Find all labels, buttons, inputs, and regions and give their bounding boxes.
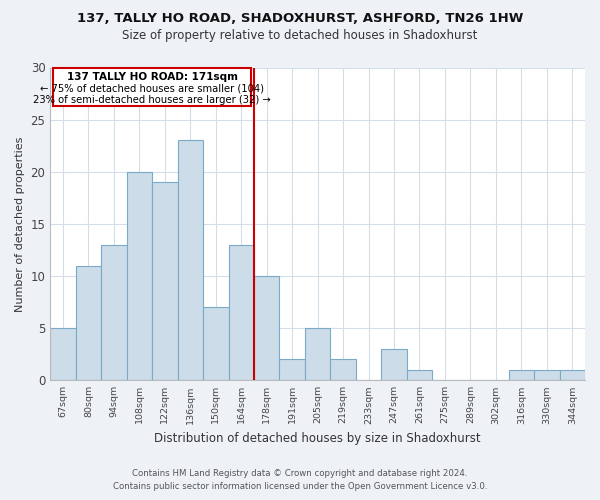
Bar [76, 266, 101, 380]
Bar [509, 370, 534, 380]
Bar [178, 140, 203, 380]
Text: 137 TALLY HO ROAD: 171sqm: 137 TALLY HO ROAD: 171sqm [67, 72, 238, 82]
Bar [50, 328, 76, 380]
Bar [305, 328, 331, 380]
Text: Size of property relative to detached houses in Shadoxhurst: Size of property relative to detached ho… [122, 29, 478, 42]
Y-axis label: Number of detached properties: Number of detached properties [15, 136, 25, 312]
Text: ← 75% of detached houses are smaller (104): ← 75% of detached houses are smaller (10… [40, 84, 264, 94]
Bar [229, 245, 254, 380]
Text: Contains HM Land Registry data © Crown copyright and database right 2024.
Contai: Contains HM Land Registry data © Crown c… [113, 469, 487, 491]
Bar [203, 308, 229, 380]
Bar [127, 172, 152, 380]
Bar [152, 182, 178, 380]
Bar [560, 370, 585, 380]
FancyBboxPatch shape [53, 68, 251, 106]
Bar [407, 370, 432, 380]
X-axis label: Distribution of detached houses by size in Shadoxhurst: Distribution of detached houses by size … [154, 432, 481, 445]
Bar [101, 245, 127, 380]
Text: 137, TALLY HO ROAD, SHADOXHURST, ASHFORD, TN26 1HW: 137, TALLY HO ROAD, SHADOXHURST, ASHFORD… [77, 12, 523, 26]
Bar [280, 360, 305, 380]
Text: 23% of semi-detached houses are larger (32) →: 23% of semi-detached houses are larger (… [33, 95, 271, 105]
Bar [382, 349, 407, 380]
Bar [331, 360, 356, 380]
Bar [534, 370, 560, 380]
Bar [254, 276, 280, 380]
